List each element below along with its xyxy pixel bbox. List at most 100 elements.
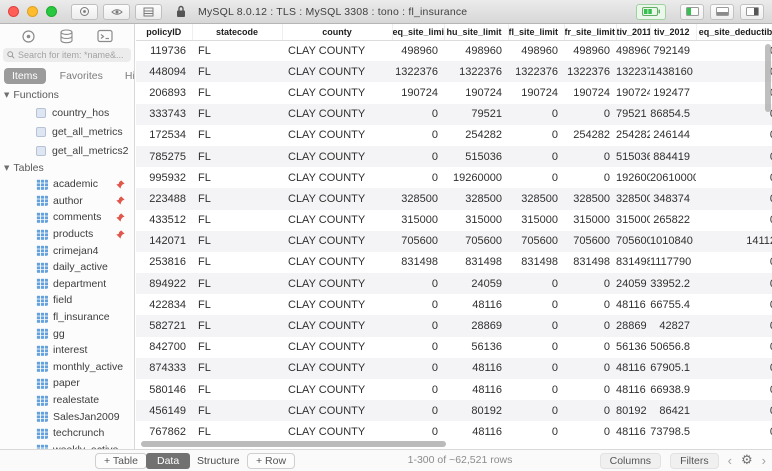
preview-button[interactable] — [103, 3, 130, 20]
cell-fr_site_limit[interactable]: 315000 — [573, 214, 610, 227]
horizontal-scrollbar[interactable] — [141, 441, 446, 447]
section-header-tables[interactable]: ▼ Tables — [0, 160, 134, 176]
cell-eq_site_limit[interactable]: 315000 — [401, 214, 438, 227]
cell-county[interactable]: CLAY COUNTY — [288, 383, 366, 396]
data-tab-button[interactable]: Data — [146, 453, 191, 469]
cell-fr_site_limit[interactable]: 0 — [603, 425, 610, 438]
cell-fl_site_limit[interactable]: 0 — [551, 425, 558, 438]
cell-tiv_2011[interactable]: 1322376 — [616, 65, 650, 78]
cell-county[interactable]: CLAY COUNTY — [288, 65, 366, 78]
cell-eq_site_limit[interactable]: 705600 — [401, 235, 438, 248]
cell-eq_site_deductible[interactable]: 0 — [696, 252, 772, 273]
cell-fl_site_limit[interactable]: 0 — [551, 150, 558, 163]
sidebar-item-comments[interactable]: comments — [0, 209, 134, 226]
tab-favorites[interactable]: Favorites — [59, 70, 103, 82]
cell-fl_site_limit[interactable]: 831498 — [521, 256, 558, 269]
cell-eq_site_limit[interactable]: 1322376 — [395, 65, 438, 78]
cell-statecode[interactable]: FL — [198, 277, 211, 290]
cell-tiv_2011[interactable]: 498960 — [616, 44, 650, 57]
cell-county[interactable]: CLAY COUNTY — [288, 86, 366, 99]
cell-fl_site_limit[interactable]: 0 — [551, 383, 558, 396]
cell-county[interactable]: CLAY COUNTY — [288, 108, 366, 121]
cell-county[interactable]: CLAY COUNTY — [288, 150, 366, 163]
cell-fl_site_limit[interactable]: 0 — [551, 362, 558, 375]
cell-fl_site_limit[interactable]: 0 — [551, 171, 558, 184]
sidebar-search[interactable] — [3, 48, 131, 62]
sidebar-item-interest[interactable]: interest — [0, 342, 134, 359]
cell-tiv_2012[interactable]: 73798.5 — [650, 425, 690, 438]
sidebar-item-get_all_metrics2[interactable]: get_all_metrics2 — [0, 141, 134, 160]
cell-tiv_2012[interactable]: 792149 — [653, 44, 690, 57]
cell-fl_site_limit[interactable]: 0 — [551, 129, 558, 142]
cell-tiv_2012[interactable]: 42827 — [659, 320, 690, 333]
cell-statecode[interactable]: FL — [198, 383, 211, 396]
cell-hu_site_limit[interactable]: 48116 — [472, 425, 502, 438]
cell-hu_site_limit[interactable]: 48116 — [472, 383, 502, 396]
cell-fl_site_limit[interactable]: 0 — [551, 298, 558, 311]
cell-eq_site_deductible[interactable]: 0 — [696, 40, 772, 61]
cell-hu_site_limit[interactable]: 24059 — [471, 277, 502, 290]
gear-icon[interactable]: ⚙ — [741, 453, 753, 468]
cell-hu_site_limit[interactable]: 19260000 — [453, 171, 502, 184]
cell-eq_site_limit[interactable]: 190724 — [401, 86, 438, 99]
cell-eq_site_limit[interactable]: 0 — [431, 425, 438, 438]
cell-tiv_2011[interactable]: 28869 — [616, 320, 647, 333]
cell-policyID[interactable]: 874333 — [149, 362, 186, 375]
sidebar-item-products[interactable]: products — [0, 226, 134, 243]
column-header-eq_site_limit[interactable]: eq_site_limit — [392, 24, 445, 41]
cell-statecode[interactable]: FL — [198, 65, 211, 78]
column-header-tiv_2011[interactable]: tiv_2011 — [616, 24, 651, 41]
cell-fl_site_limit[interactable]: 0 — [551, 341, 558, 354]
cell-policyID[interactable]: 580146 — [149, 383, 186, 396]
cell-policyID[interactable]: 995932 — [149, 171, 186, 184]
cell-eq_site_limit[interactable]: 0 — [431, 341, 438, 354]
cell-eq_site_deductible[interactable]: 0 — [696, 82, 772, 103]
cell-hu_site_limit[interactable]: 254282 — [465, 129, 502, 142]
cell-policyID[interactable]: 119736 — [150, 44, 186, 57]
cell-tiv_2011[interactable]: 315000 — [616, 214, 650, 227]
cell-tiv_2011[interactable]: 515036 — [616, 150, 650, 163]
cell-tiv_2012[interactable]: 348374 — [653, 192, 690, 205]
sidebar-item-SalesJan2009[interactable]: SalesJan2009 — [0, 408, 134, 425]
cell-tiv_2011[interactable]: 254282 — [616, 129, 650, 142]
cell-tiv_2011[interactable]: 79521 — [616, 108, 647, 121]
cell-tiv_2011[interactable]: 48116 — [616, 383, 646, 396]
cell-fr_site_limit[interactable]: 0 — [603, 341, 610, 354]
sql-editor-icon[interactable] — [97, 29, 113, 43]
column-header-county[interactable]: county — [282, 24, 393, 41]
cell-hu_site_limit[interactable]: 498960 — [465, 44, 502, 57]
cell-fr_site_limit[interactable]: 0 — [603, 298, 610, 311]
column-header-eq_site_deductible[interactable]: eq_site_deductible — [696, 24, 772, 41]
cell-eq_site_limit[interactable]: 0 — [431, 362, 438, 375]
cell-eq_site_deductible[interactable]: 0 — [696, 315, 772, 336]
column-header-tiv_2012[interactable]: tiv_2012 — [650, 24, 697, 41]
cell-tiv_2011[interactable]: 190724 — [616, 86, 650, 99]
cell-tiv_2012[interactable]: 67905.1 — [650, 362, 690, 375]
cell-tiv_2012[interactable]: 192477 — [653, 86, 690, 99]
cell-statecode[interactable]: FL — [198, 298, 211, 311]
filters-button[interactable]: Filters — [670, 453, 719, 469]
cell-policyID[interactable]: 767862 — [149, 425, 186, 438]
cell-eq_site_limit[interactable]: 0 — [431, 129, 438, 142]
sidebar-item-techcrunch[interactable]: techcrunch — [0, 425, 134, 442]
cell-fr_site_limit[interactable]: 0 — [603, 150, 610, 163]
cell-eq_site_limit[interactable]: 328500 — [401, 192, 438, 205]
cell-county[interactable]: CLAY COUNTY — [288, 214, 366, 227]
cell-eq_site_deductible[interactable]: 0 — [696, 379, 772, 400]
cell-tiv_2011[interactable]: 328500 — [616, 192, 650, 205]
cell-county[interactable]: CLAY COUNTY — [288, 192, 366, 205]
cell-statecode[interactable]: FL — [198, 192, 211, 205]
cell-county[interactable]: CLAY COUNTY — [288, 129, 366, 142]
database-icon[interactable] — [59, 28, 74, 44]
cell-policyID[interactable]: 582721 — [149, 320, 186, 333]
cell-tiv_2012[interactable]: 50656.8 — [650, 341, 690, 354]
cell-tiv_2011[interactable]: 80192 — [616, 404, 647, 417]
cell-tiv_2012[interactable]: 33952.2 — [650, 277, 690, 290]
cell-policyID[interactable]: 785275 — [149, 150, 186, 163]
cell-eq_site_deductible[interactable]: 0 — [696, 421, 772, 442]
cell-county[interactable]: CLAY COUNTY — [288, 341, 366, 354]
sidebar-item-country_hos[interactable]: country_hos — [0, 103, 134, 122]
cell-eq_site_limit[interactable]: 498960 — [401, 44, 438, 57]
cell-hu_site_limit[interactable]: 328500 — [465, 192, 502, 205]
vertical-scrollbar[interactable] — [765, 44, 771, 112]
